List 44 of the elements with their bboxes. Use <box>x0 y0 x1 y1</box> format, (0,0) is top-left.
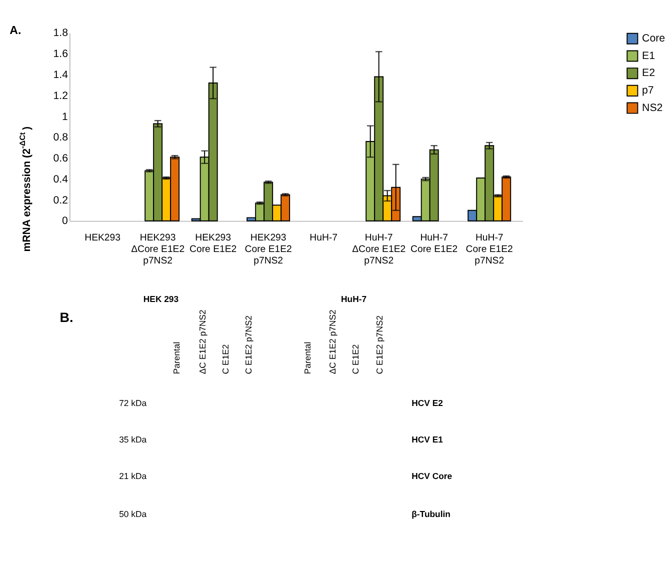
y-tick-label: 0.2 <box>53 194 68 206</box>
text: C E1E2 <box>220 344 230 374</box>
y-axis-title: mRNA expression (2-ΔCt) <box>18 126 33 252</box>
legend-label: E2 <box>642 67 656 80</box>
text: 72 kDa <box>119 398 147 408</box>
x-tick-label: HEK293 <box>84 232 120 244</box>
text: ΔC E1E2 p7NS2 <box>327 309 338 374</box>
y-tick-label: 1.6 <box>53 48 68 60</box>
x-tick-label: HEK293 Core E1E2 <box>190 232 237 256</box>
y-tick-label: 0 <box>62 215 68 228</box>
x-tick-label: HuH-7 Core E1E2 <box>410 232 458 256</box>
y-tick-label: 1.2 <box>53 90 68 102</box>
y-tick-label: 1.4 <box>53 69 68 81</box>
legend-label: Core <box>642 32 666 45</box>
text: β-Tubulin <box>412 508 450 519</box>
y-tick-label: 0.6 <box>53 152 68 165</box>
legend-label: NS2 <box>642 102 663 114</box>
legend-label: E1 <box>642 50 656 62</box>
text: 21 kDa <box>119 471 147 482</box>
text: HCV E1 <box>412 434 444 445</box>
text: A. <box>10 24 22 37</box>
text: C E1E2 p7NS2 <box>374 315 385 374</box>
text: HuH-7 <box>341 294 367 304</box>
text: HEK 293 <box>143 294 179 304</box>
x-tick-label: HEK293 ΔCore E1E2 p7NS2 <box>131 232 185 267</box>
y-tick-label: 1.8 <box>53 27 68 40</box>
legend-label: p7 <box>642 84 654 97</box>
text: C E1E2 p7NS2 <box>244 315 254 374</box>
text: B. <box>60 310 74 326</box>
text: Parental <box>171 342 182 374</box>
x-tick-label: HEK293 Core E1E2 p7NS2 <box>244 232 292 267</box>
x-tick-label: HuH-7 Core E1E2 p7NS2 <box>466 232 513 267</box>
text: Parental <box>302 342 312 374</box>
y-tick-label: 0.8 <box>53 132 68 144</box>
y-tick-label: 1 <box>62 110 68 123</box>
text: HCV E2 <box>412 398 444 408</box>
text: 50 kDa <box>119 508 147 519</box>
text: HCV Core <box>412 471 452 482</box>
x-tick-label: HuH-7 ΔCore E1E2 p7NS2 <box>352 232 406 267</box>
text: ΔC E1E2 p7NS2 <box>197 309 208 374</box>
y-tick-label: 0.4 <box>53 173 68 186</box>
text: 35 kDa <box>119 434 147 445</box>
x-tick-label: HuH-7 <box>310 232 338 244</box>
text: C E1E2 <box>350 344 361 374</box>
